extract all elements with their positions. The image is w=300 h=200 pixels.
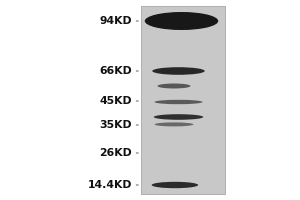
Text: 14.4KD: 14.4KD <box>88 180 132 190</box>
Text: 94KD: 94KD <box>99 16 132 26</box>
Ellipse shape <box>145 12 218 30</box>
Ellipse shape <box>158 84 190 88</box>
Ellipse shape <box>154 100 202 104</box>
Ellipse shape <box>154 122 194 126</box>
Text: 45KD: 45KD <box>99 96 132 106</box>
Ellipse shape <box>154 114 203 120</box>
Ellipse shape <box>152 67 205 75</box>
Ellipse shape <box>152 182 198 188</box>
Text: 35KD: 35KD <box>99 120 132 130</box>
Text: 26KD: 26KD <box>99 148 132 158</box>
Bar <box>141 6 225 194</box>
Text: 66KD: 66KD <box>99 66 132 76</box>
